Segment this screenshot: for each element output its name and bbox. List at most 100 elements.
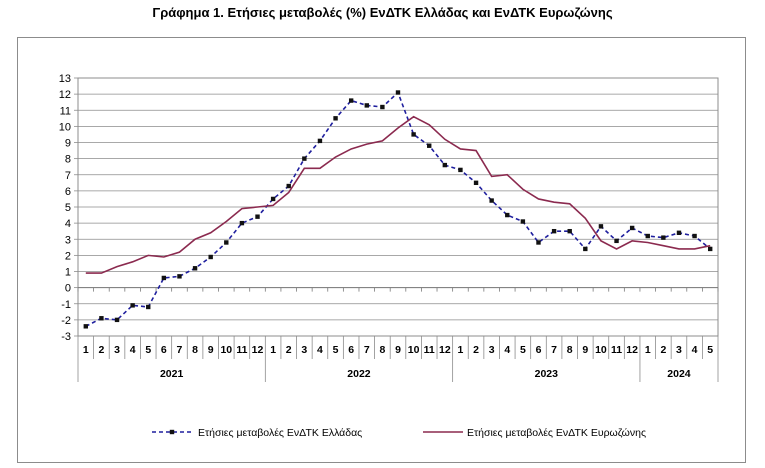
data-point-greece xyxy=(208,254,213,260)
data-point-greece xyxy=(614,238,619,244)
legend-label-eurozone: Ετήσιες μεταβολές ΕνΔΤΚ Ευρωζώνης xyxy=(467,427,646,439)
x-tick-label: 10 xyxy=(408,344,420,356)
x-tick-label: 7 xyxy=(177,344,183,356)
data-point-greece xyxy=(286,183,291,189)
gridlines xyxy=(77,77,719,337)
data-point-greece xyxy=(177,274,182,279)
x-tick-label: 2 xyxy=(473,344,479,356)
x-tick-label: 4 xyxy=(317,344,323,356)
x-tick-label: 1 xyxy=(645,344,651,356)
chart-frame xyxy=(17,37,746,463)
x-tick-label: 2 xyxy=(98,344,104,356)
x-tick-label: 5 xyxy=(707,344,713,356)
data-point-greece xyxy=(348,98,354,103)
data-point-greece xyxy=(317,138,323,144)
x-tick-label: 12 xyxy=(439,344,451,356)
y-tick-label: 2 xyxy=(65,250,71,262)
x-tick-label: 2 xyxy=(286,344,292,356)
year-label: 2021 xyxy=(160,368,184,380)
data-point-greece xyxy=(676,230,682,235)
x-tick-label: 6 xyxy=(348,344,354,356)
x-tick-label: 9 xyxy=(395,344,401,356)
data-point-greece xyxy=(520,219,526,224)
data-point-greece xyxy=(114,317,120,323)
data-point-greece xyxy=(489,198,494,203)
x-tick-label: 4 xyxy=(692,344,698,356)
data-point-greece xyxy=(536,240,541,245)
data-point-greece xyxy=(146,304,151,310)
x-tick-label: 8 xyxy=(567,344,573,356)
series-line-eurozone xyxy=(85,115,711,274)
y-tick-label: 5 xyxy=(65,202,71,214)
data-point-greece xyxy=(645,233,650,239)
y-tick-label: 13 xyxy=(59,73,71,85)
x-tick-label: 10 xyxy=(220,344,232,356)
y-tick-label: 12 xyxy=(59,89,71,101)
data-point-greece xyxy=(551,228,557,234)
y-tick-label: -2 xyxy=(61,315,71,327)
x-tick-label: 4 xyxy=(504,344,510,356)
x-tick-label: 4 xyxy=(130,344,136,356)
y-tick-label: 1 xyxy=(65,267,71,279)
x-tick-label: 12 xyxy=(626,344,638,356)
data-point-greece xyxy=(192,266,198,271)
data-point-greece xyxy=(270,196,276,202)
data-point-greece xyxy=(395,90,401,95)
x-tick-label: 5 xyxy=(333,344,339,356)
data-point-greece xyxy=(83,324,89,329)
x-tick-label: 11 xyxy=(236,344,247,356)
series xyxy=(83,90,713,329)
data-point-greece xyxy=(161,275,167,281)
data-point-greece xyxy=(411,132,416,137)
x-tick-label: 8 xyxy=(379,344,385,356)
x-tick-label: 7 xyxy=(364,344,370,356)
x-tick-label: 7 xyxy=(551,344,557,356)
data-point-greece xyxy=(239,220,245,226)
y-tick-label: 8 xyxy=(65,154,71,166)
x-tick-label: 2 xyxy=(660,344,666,356)
data-point-greece xyxy=(505,212,510,218)
x-tick-label: 1 xyxy=(458,344,464,356)
x-tick-label: 8 xyxy=(192,344,198,356)
year-label: 2023 xyxy=(535,368,559,380)
y-tick-label: -3 xyxy=(61,331,71,343)
data-point-greece xyxy=(302,156,307,161)
data-point-greece xyxy=(661,235,666,240)
year-label: 2022 xyxy=(347,368,371,380)
x-tick-label: 6 xyxy=(161,344,167,356)
x-tick-label: 1 xyxy=(270,344,276,356)
chart-title: Γράφημα 1. Ετήσιες μεταβολές (%) ΕνΔΤΚ Ε… xyxy=(152,5,613,20)
x-tick-label: 9 xyxy=(208,344,214,356)
data-point-greece xyxy=(380,104,385,110)
y-tick-label: 3 xyxy=(65,234,71,246)
data-point-greece xyxy=(442,162,448,168)
legend-marker-greece xyxy=(169,429,175,435)
x-tick-label: 11 xyxy=(611,344,622,356)
x-tick-label: 12 xyxy=(252,344,264,356)
data-point-greece xyxy=(255,214,260,219)
x-tick-label: 10 xyxy=(595,344,607,356)
x-tick-label: 11 xyxy=(424,344,435,356)
data-point-greece xyxy=(567,228,572,234)
year-label: 2024 xyxy=(667,368,691,380)
x-tick-label: 3 xyxy=(301,344,307,356)
data-point-greece xyxy=(99,316,104,321)
data-point-greece xyxy=(692,233,697,239)
data-point-greece xyxy=(598,224,604,229)
legend: Ετήσιες μεταβολές ΕνΔΤΚ Ελλάδας Ετήσιες μ… xyxy=(152,427,646,439)
data-point-greece xyxy=(458,167,463,173)
y-tick-label: 6 xyxy=(65,186,71,198)
x-tick-label: 3 xyxy=(676,344,682,356)
y-tick-label: -1 xyxy=(61,299,71,311)
data-point-greece xyxy=(130,303,135,308)
y-tick-label: 4 xyxy=(65,218,71,230)
data-point-greece xyxy=(583,246,588,252)
data-point-greece xyxy=(473,180,479,186)
data-point-greece xyxy=(224,240,229,245)
y-tick-label: 10 xyxy=(59,121,71,133)
y-tick-label: 7 xyxy=(65,170,71,182)
data-point-greece xyxy=(427,143,432,148)
data-point-greece xyxy=(707,246,713,252)
